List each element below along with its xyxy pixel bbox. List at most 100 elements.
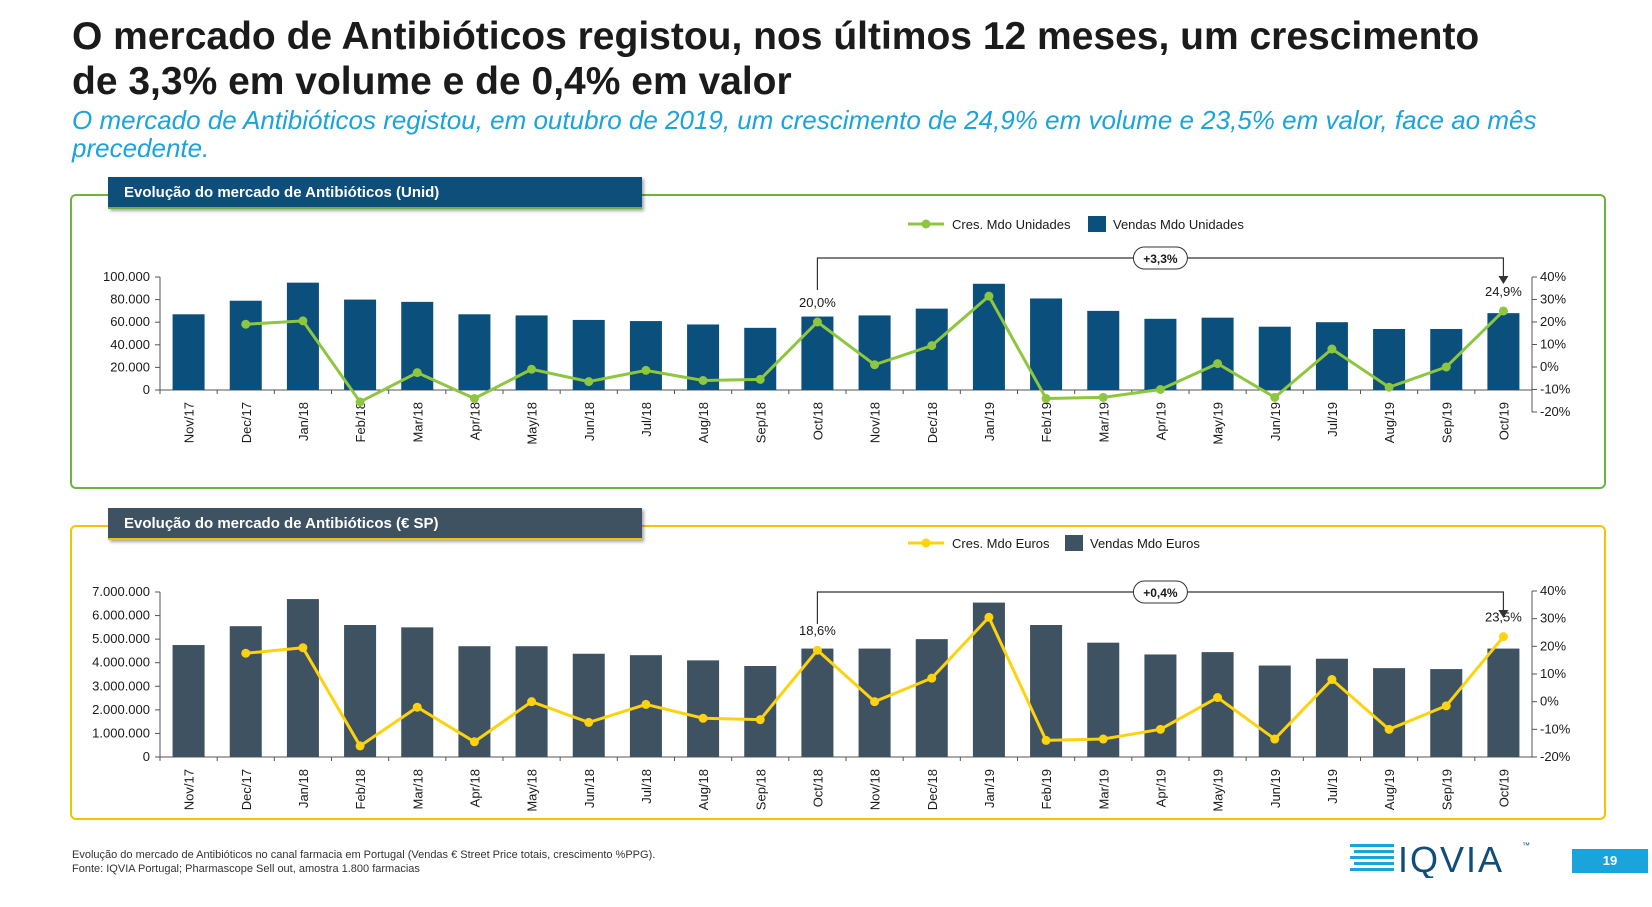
- euros-y-tick-label: 2.000.000: [92, 702, 150, 717]
- units-y-tick-label: 80.000: [110, 292, 150, 307]
- euros-x-tick-label: Sep/19: [1439, 769, 1454, 810]
- euros-bar: [1487, 648, 1520, 757]
- euros-growth-point: [355, 741, 365, 751]
- units-growth-point: [927, 341, 937, 351]
- euros-x-tick-label: Dec/18: [925, 769, 940, 810]
- units-x-tick-label: Jun/19: [1268, 402, 1283, 441]
- euros-growth-point: [298, 643, 308, 653]
- euros-x-tick-label: Apr/18: [467, 769, 482, 807]
- units-bar: [458, 314, 491, 390]
- units-bar: [515, 315, 548, 390]
- units-growth-point: [298, 316, 308, 326]
- units-legend-bar-swatch: [1088, 216, 1106, 232]
- units-y-tick-label: 20.000: [110, 359, 150, 374]
- euros-chart-title: Evolução do mercado de Antibióticos (€ S…: [108, 508, 642, 540]
- units-bracket-label: +3,3%: [1143, 252, 1178, 266]
- footer-line-1: Evolução do mercado de Antibióticos no c…: [72, 849, 656, 861]
- units-growth-point: [1384, 382, 1394, 392]
- units-growth-point: [1441, 362, 1451, 372]
- euros-growth-point: [1270, 734, 1280, 744]
- euros-growth-point: [1498, 632, 1508, 642]
- units-y-tick-label: 60.000: [110, 314, 150, 329]
- units-bracket-badge: [1132, 246, 1188, 270]
- units-growth-point: [984, 291, 994, 301]
- euros-y-tick-label: 3.000.000: [92, 678, 150, 693]
- euros-x-tick-label: Jul/18: [639, 769, 654, 804]
- euros-y2-tick-label: -10%: [1540, 721, 1571, 736]
- euros-growth-point: [984, 612, 994, 622]
- euros-x-tick-label: Jan/18: [296, 769, 311, 808]
- euros-y2-tick-label: 0%: [1540, 694, 1559, 709]
- units-x-tick-label: Feb/18: [353, 402, 368, 442]
- euros-bar: [1430, 669, 1463, 757]
- euros-x-tick-label: Apr/19: [1153, 769, 1168, 807]
- units-legend-line-marker: [921, 219, 931, 229]
- units-bar: [801, 316, 834, 390]
- euros-growth-point: [1441, 701, 1451, 711]
- title-line-1: O mercado de Antibióticos registou, nos …: [72, 15, 1480, 58]
- units-legend-bar-label: Vendas Mdo Unidades: [1113, 217, 1244, 232]
- units-bar: [1144, 318, 1177, 390]
- units-end-label: 24,9%: [1485, 284, 1522, 299]
- euros-x-tick-label: Aug/18: [696, 769, 711, 810]
- units-x-tick-label: Oct/19: [1496, 402, 1511, 440]
- euros-bar: [401, 627, 434, 757]
- units-growth-point: [870, 360, 880, 370]
- logo-text: IQVIA: [1398, 839, 1504, 878]
- units-growth-point: [527, 364, 537, 374]
- euros-growth-point: [870, 697, 880, 707]
- units-bar: [1430, 328, 1463, 390]
- euros-x-tick-label: Jun/18: [582, 769, 597, 808]
- units-bar: [972, 283, 1005, 390]
- euros-legend-line-label: Cres. Mdo Euros: [952, 536, 1050, 551]
- euros-bar: [1315, 658, 1348, 757]
- units-growth-point: [1270, 392, 1280, 402]
- page-subtitle: O mercado de Antibióticos registou, em o…: [72, 105, 1537, 163]
- euros-bar: [744, 666, 777, 757]
- footer-note: Evolução do mercado de Antibióticos no c…: [72, 848, 655, 876]
- euros-growth-point: [1213, 693, 1223, 703]
- units-bar: [1087, 310, 1120, 390]
- euros-legend-line-marker: [921, 538, 931, 548]
- units-bracket-arrow: [1498, 276, 1509, 284]
- euros-x-tick-label: Jan/19: [982, 769, 997, 808]
- units-growth-point: [412, 368, 422, 378]
- euros-y2-tick-label: 30%: [1540, 611, 1566, 626]
- units-growth-point: [584, 377, 594, 387]
- units-y-tick-label: 0: [143, 382, 150, 397]
- euros-bar: [687, 660, 720, 757]
- units-growth-point: [1213, 359, 1223, 369]
- units-y-tick-label: 40.000: [110, 337, 150, 352]
- logo-stripes-icon: [1350, 844, 1394, 871]
- units-y2-tick-label: 0%: [1540, 359, 1559, 374]
- iqvia-logo: IQVIA ™: [1350, 839, 1530, 878]
- euros-start-label: 18,6%: [799, 623, 836, 638]
- title-line-2: de 3,3% em volume e de 0,4% em valor: [72, 60, 792, 103]
- units-chart-panel: [70, 194, 1606, 489]
- units-y2-tick-label: -10%: [1540, 382, 1571, 397]
- euros-growth-point: [1384, 724, 1394, 734]
- euros-growth-point: [412, 702, 422, 712]
- units-x-tick-label: Aug/18: [696, 402, 711, 443]
- units-y-tick-label: 100.000: [103, 269, 150, 284]
- units-chart-title: Evolução do mercado de Antibióticos (Uni…: [108, 177, 642, 209]
- euros-bar: [1144, 654, 1177, 757]
- euros-bar: [344, 625, 377, 757]
- euros-bar: [172, 645, 205, 757]
- euros-growth-point: [755, 715, 765, 725]
- euros-growth-point: [1155, 724, 1165, 734]
- euros-chart-panel: [70, 525, 1606, 820]
- units-growth-point: [641, 365, 651, 375]
- units-growth-point: [1155, 385, 1165, 394]
- units-x-tick-label: Aug/19: [1382, 402, 1397, 443]
- euros-legend-bar-label: Vendas Mdo Euros: [1090, 536, 1200, 551]
- euros-bar: [572, 653, 605, 757]
- euros-chart: 0 1.000.000 2.000.000 3.000.000 4.000.000 5.0…: [92, 535, 1571, 812]
- euros-x-tick-label: Dec/17: [239, 769, 254, 810]
- units-x-tick-label: Dec/18: [925, 402, 940, 443]
- euros-x-tick-label: May/18: [525, 769, 540, 812]
- units-x-tick-label: Jun/18: [582, 402, 597, 441]
- units-growth-point: [1098, 392, 1108, 402]
- units-bar: [1030, 298, 1063, 390]
